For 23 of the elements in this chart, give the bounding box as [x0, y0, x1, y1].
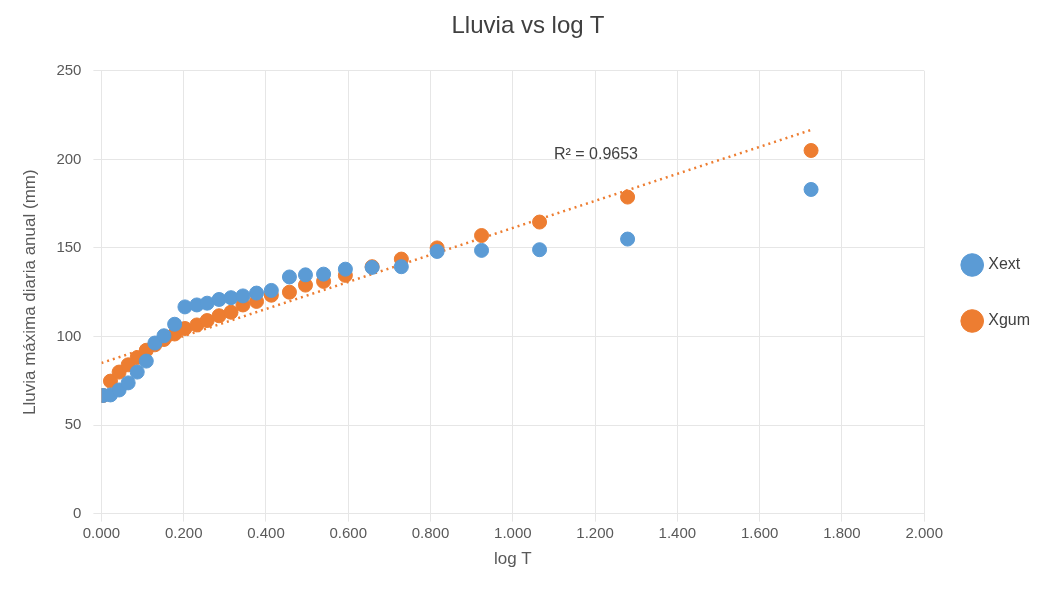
x-tick-label: 0.800 — [411, 523, 450, 541]
y-tick-label: 0 — [73, 503, 82, 521]
x-tick-label: 1.800 — [823, 523, 861, 541]
legend-label: Xgum — [988, 311, 1030, 329]
y-axis-title: Lluvia máxima diaria anual (mm) — [19, 169, 39, 416]
chart-title: Lluvia vs log T — [451, 11, 605, 39]
legend-label: Xext — [988, 255, 1021, 273]
y-tick-label: 150 — [56, 238, 82, 256]
annotation: R² = 0.9653 — [553, 145, 639, 163]
x-tick-label: 1.600 — [740, 523, 779, 541]
y-tick-label: 50 — [64, 415, 82, 433]
y-tick-label: 200 — [56, 149, 82, 167]
x-tick-label: 0.400 — [247, 523, 285, 541]
x-tick-label: 2.000 — [905, 523, 943, 541]
x-tick-label: 0.200 — [164, 523, 203, 541]
x-tick-label: 1.200 — [576, 523, 614, 541]
y-tick-label: 250 — [56, 60, 82, 78]
y-tick-label: 100 — [56, 326, 82, 344]
x-tick-label: 1.400 — [658, 523, 697, 541]
x-axis-title: log T — [494, 549, 532, 569]
x-tick-label: 0.600 — [329, 523, 368, 541]
x-tick-label: 0.000 — [82, 523, 121, 541]
x-tick-label: 1.000 — [494, 523, 532, 541]
